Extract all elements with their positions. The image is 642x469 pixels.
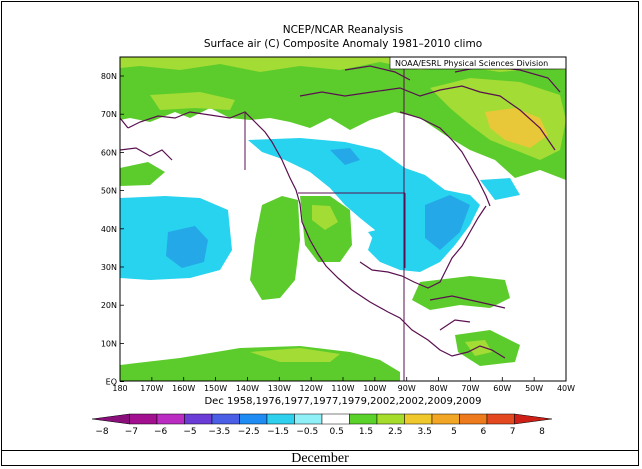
lon-label: 150W [204,384,227,393]
lat-label: 10N [101,339,117,348]
colorbar-label: −0.5 [296,427,318,437]
colorbar-swatch [404,413,433,425]
colorbar-swatch [91,413,130,425]
colorbar-label: −6 [154,427,168,437]
colorbar-label: −7 [125,427,138,437]
lat-label: 30N [101,263,117,272]
warm-light-alaska [150,92,235,110]
colorbar-label: 5 [451,427,457,437]
colorbar-swatch [294,413,323,425]
lat-label: 60N [101,148,117,157]
lon-label: 180 [112,384,127,393]
colorbar-label: 3.5 [418,427,432,437]
colorbar-swatch [239,413,268,425]
colorbar-label: −2.5 [238,427,260,437]
cold-pacific-core [166,226,208,268]
lon-label: 140W [236,384,259,393]
colorbar-label: −1.5 [267,427,289,437]
warm-pacific-coast [250,196,300,300]
composite-years: Dec 1958,1976,1977,1977,1979,2002,2002,2… [204,396,482,407]
colorbar-label: 7 [510,427,516,437]
cold-patch [368,228,395,248]
lon-label: 130W [268,384,291,393]
warm-light-south [465,340,492,356]
cold-canada-core [330,148,360,165]
lon-label: 70W [461,384,479,393]
coastlines [120,65,561,359]
lat-label: EQ [106,378,117,387]
cold-north-america [248,138,480,272]
colorbar-labels: −8 −7 −6 −5 −3.5 −2.5 −1.5 −0.5 0.5 1.5 2.5 3.5 5 6 7 8 [95,427,545,437]
colorbar-swatch [376,413,405,425]
colorbar-swatch [156,413,185,425]
lon-label: 160W [172,384,195,393]
lon-label: 60W [493,384,511,393]
cold-east-core [425,195,470,250]
map-title: NCEP/NCAR Reanalysis [282,24,404,36]
colorbar-swatch [431,413,460,425]
credit-text: NOAA/ESRL Physical Sciences Division [395,59,548,68]
cold-northeast [480,178,520,200]
colorbar-label: −5 [183,427,196,437]
colorbar-swatch [459,413,488,425]
lat-label: 40N [101,225,117,234]
lon-label: 100W [363,384,386,393]
colorbar-label: 0.5 [330,427,344,437]
colorbar-swatch [514,413,553,425]
colorbar-swatch [349,413,378,425]
lon-label: 90W [398,384,416,393]
colorbar-swatch [266,413,295,425]
lat-label: 50N [101,187,117,196]
colorbar-label: 8 [539,427,545,437]
lon-label: 120W [300,384,323,393]
lat-label: 70N [101,110,117,119]
warm-caribbean [412,276,510,310]
warm-yellow-hudson [485,108,548,148]
lat-label: 20N [101,301,117,310]
colorbar-swatch [129,413,158,425]
colorbar-label: 2.5 [388,427,402,437]
lon-label: 80W [430,384,448,393]
colorbar-label: 1.5 [359,427,373,437]
colorbar [91,413,553,425]
warm-light-equatorial [250,348,340,362]
map-subtitle-line: Surface air (C) Composite Anomaly 1981–2… [203,38,483,50]
colorbar-swatch [211,413,240,425]
colorbar-swatch [184,413,213,425]
longitude-labels: 180 170W 160W 150W 140W 130W 120W 110W 100W 90W 80… [112,377,575,393]
colorbar-label: −8 [95,427,109,437]
lat-label: 80N [101,72,117,81]
lon-label: 170W [140,384,163,393]
caption-divider [1,450,639,451]
lon-label: 50W [525,384,543,393]
colorbar-swatch [321,413,350,425]
figure-caption: December [291,451,349,466]
colorbar-label: −3.5 [208,427,230,437]
lon-label: 110W [331,384,354,393]
borders [244,57,406,381]
latitude-labels: 80N 70N 60N 50N 40N 30N 20N 10N EQ [101,72,124,387]
lon-label: 40W [557,384,575,393]
warm-pacific-west [120,162,165,186]
colorbar-label: 6 [480,427,486,437]
colorbar-swatch [486,413,515,425]
warm-light-west [312,205,338,230]
